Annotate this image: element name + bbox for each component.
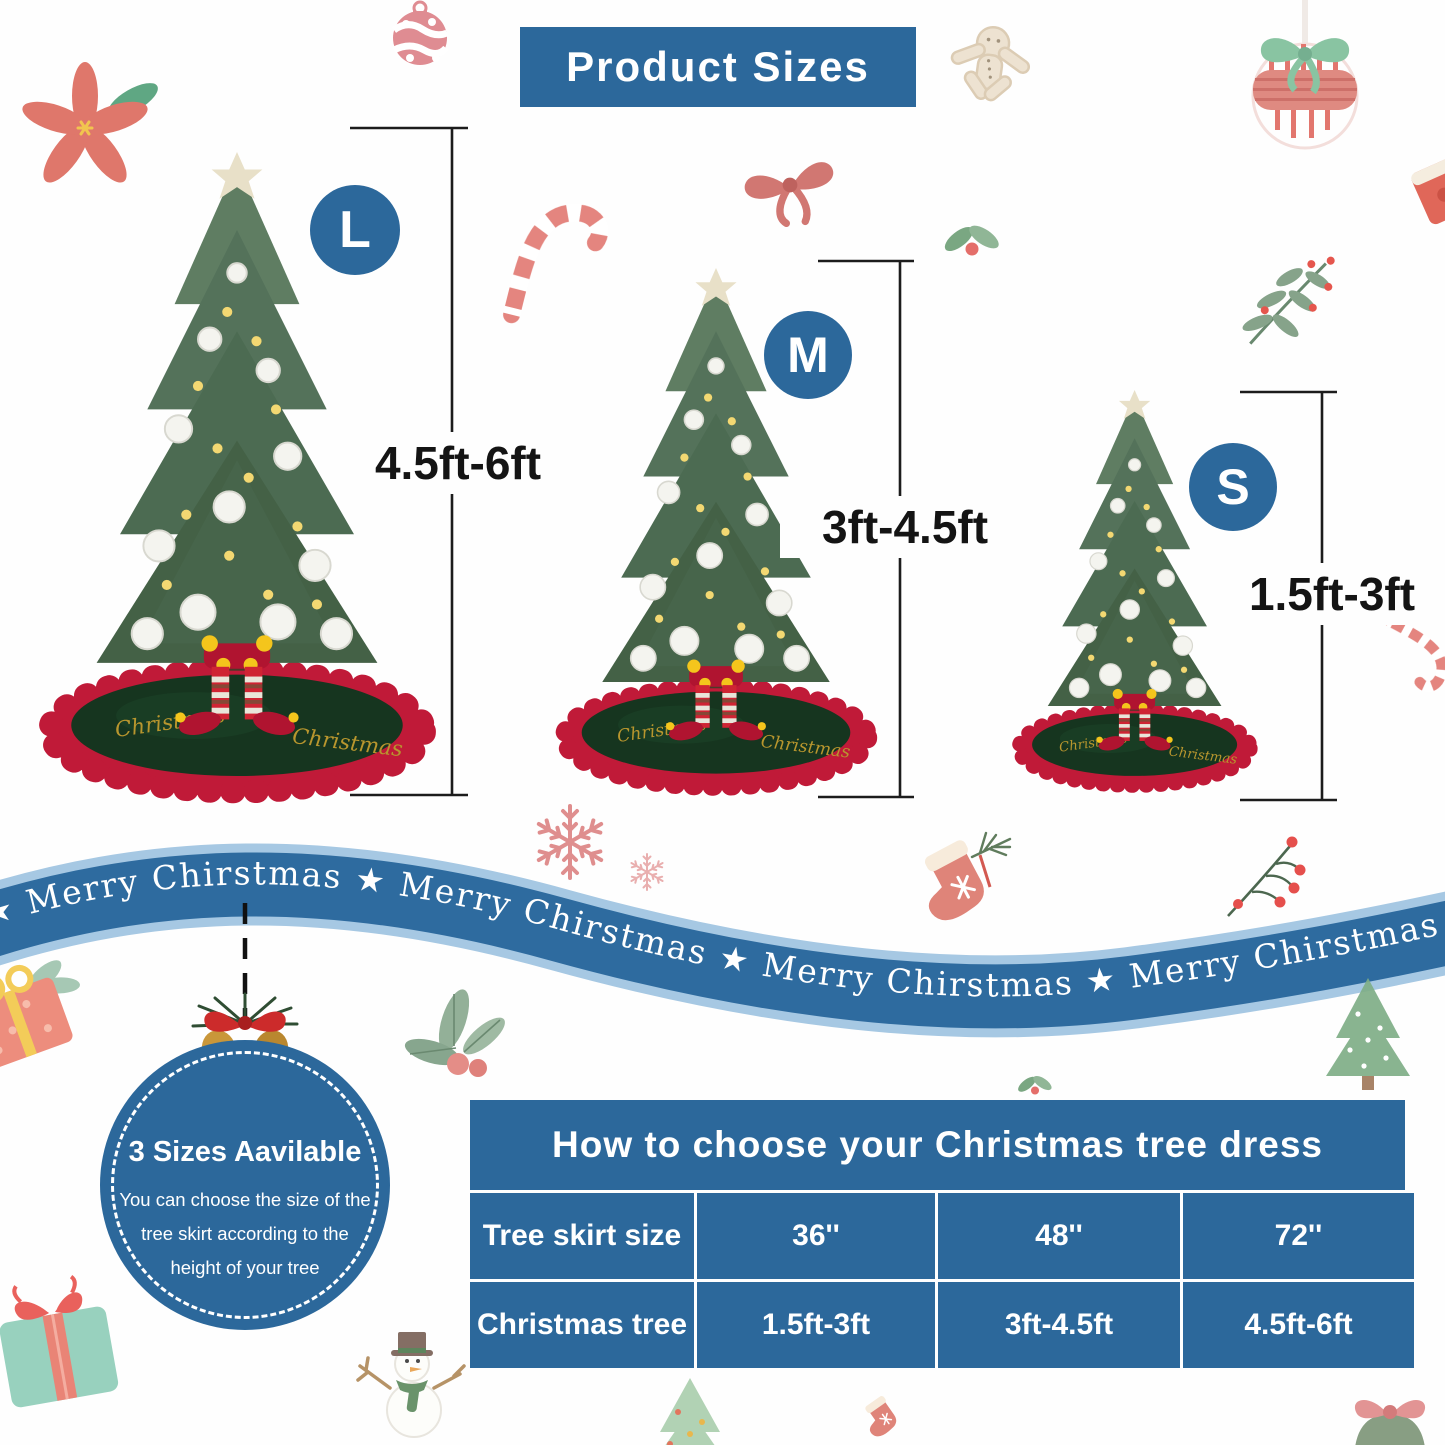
table-row-tree-height: Christmas tree 1.5ft-3ft 3ft-4.5ft 4.5ft…: [470, 1282, 1414, 1368]
snowflake-icon: [535, 806, 604, 878]
page-title: Product Sizes: [566, 43, 870, 90]
title-banner: Product Sizes: [520, 27, 916, 107]
table-cell: 3ft-4.5ft: [938, 1282, 1180, 1368]
holly-berries-icon: [404, 989, 505, 1077]
bow-icon: [743, 160, 843, 233]
holly-tiny-icon: [1015, 1073, 1054, 1095]
size-badge-small: S: [1189, 443, 1277, 531]
sizes-info-badge: 3 Sizes Aavilable You can choose the siz…: [100, 1040, 390, 1330]
table-row-skirt-size: Tree skirt size 36'' 48'' 72'': [470, 1193, 1414, 1279]
snowman-icon: [356, 1332, 466, 1438]
stocking-small-icon: [856, 1394, 903, 1442]
berry-branch-icon: [1227, 836, 1306, 917]
size-letter: M: [787, 327, 829, 383]
table-cell: 1.5ft-3ft: [697, 1282, 935, 1368]
holly-icon: [940, 221, 1003, 256]
gingerbread-man-icon: [950, 25, 1031, 102]
small-tree-icon: [1326, 978, 1410, 1090]
berry-leaf-sprig-icon: [1242, 256, 1335, 345]
striped-ornament-icon: [1251, 0, 1359, 150]
size-badge-medium: M: [764, 311, 852, 399]
bell-with-bow-icon: [1354, 1399, 1426, 1445]
gift-box-teal-icon: [0, 1274, 119, 1408]
height-range-medium: 3ft-4.5ft: [780, 496, 1030, 558]
candy-cane-icon: [512, 203, 604, 331]
bottom-tree-icon: [660, 1378, 720, 1445]
table-cell: 48'': [938, 1193, 1180, 1279]
height-range-large: 4.5ft-6ft: [333, 432, 583, 494]
row-header: Tree skirt size: [470, 1193, 694, 1279]
snowflake-small-icon: [630, 854, 665, 890]
size-letter: S: [1216, 459, 1250, 515]
table-cell: 36'': [697, 1193, 935, 1279]
bauble-ornament-icon: [391, 0, 449, 65]
dashed-ring: [111, 1051, 379, 1319]
mug-icon: [1411, 158, 1445, 225]
table-cell: 4.5ft-6ft: [1183, 1282, 1414, 1368]
table-title: How to choose your Christmas tree dress: [470, 1100, 1405, 1190]
table-cell: 72'': [1183, 1193, 1414, 1279]
size-badge-large: L: [310, 185, 400, 275]
stocking-sprig-icon: [905, 831, 1012, 929]
size-chart-table: How to choose your Christmas tree dress …: [470, 1100, 1414, 1368]
poinsettia-icon: [22, 62, 158, 183]
candy-cane-small-icon: [1370, 621, 1445, 691]
size-letter: L: [339, 201, 371, 259]
height-range-small: 1.5ft-3ft: [1207, 563, 1445, 625]
gift-box-left-icon: [0, 960, 81, 1070]
row-header: Christmas tree: [470, 1282, 694, 1368]
